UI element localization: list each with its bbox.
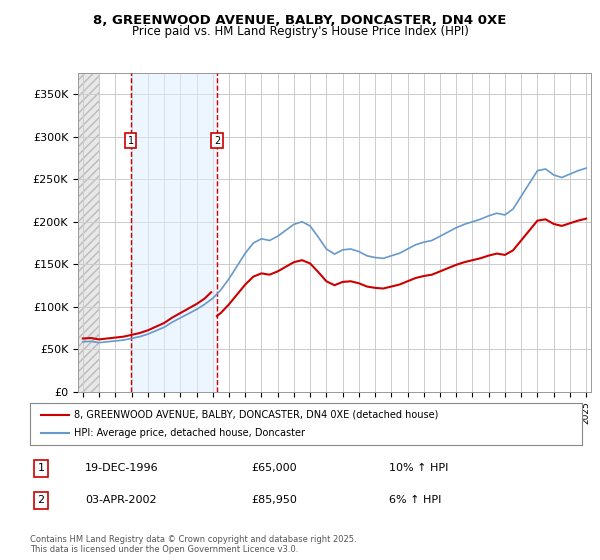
HPI: Average price, detached house, Doncaster: (2e+03, 1.63e+05): Average price, detached house, Doncaster…	[242, 250, 249, 256]
HPI: Average price, detached house, Doncaster: (2e+03, 1.33e+05): Average price, detached house, Doncaster…	[226, 276, 233, 282]
Bar	[75, 73, 99, 392]
Text: £65,000: £65,000	[251, 463, 296, 473]
8, GREENWOOD AVENUE, BALBY, DONCASTER, DN4 0XE (detached house)	[461, 259, 468, 265]
8, GREENWOOD AVENUE, BALBY, DONCASTER, DN4 0XE (detached house)	[558, 222, 565, 229]
Text: 1: 1	[128, 136, 134, 146]
8, GREENWOOD AVENUE, BALBY, DONCASTER, DN4 0XE (detached house)	[214, 312, 221, 319]
8, GREENWOOD AVENUE, BALBY, DONCASTER, DN4 0XE (detached house)	[574, 217, 581, 224]
Text: 2: 2	[214, 136, 220, 146]
8, GREENWOOD AVENUE, BALBY, DONCASTER, DN4 0XE (detached house)	[226, 301, 233, 307]
Text: 8, GREENWOOD AVENUE, BALBY, DONCASTER, DN4 0XE: 8, GREENWOOD AVENUE, BALBY, DONCASTER, D…	[94, 14, 506, 27]
Line: HPI: Average price, detached house, Doncaster: HPI: Average price, detached house, Donc…	[83, 168, 586, 343]
8, GREENWOOD AVENUE, BALBY, DONCASTER, DN4 0XE (detached house)	[518, 237, 525, 244]
8, GREENWOOD AVENUE, BALBY, DONCASTER, DN4 0XE (detached house)	[469, 257, 476, 264]
8, GREENWOOD AVENUE, BALBY, DONCASTER, DN4 0XE (detached house)	[307, 260, 314, 267]
8, GREENWOOD AVENUE, BALBY, DONCASTER, DN4 0XE (detached house)	[380, 285, 387, 292]
8, GREENWOOD AVENUE, BALBY, DONCASTER, DN4 0XE (detached house)	[526, 227, 533, 234]
HPI: Average price, detached house, Doncaster: (2e+03, 5.8e+04): Average price, detached house, Doncaster…	[95, 339, 103, 346]
Text: HPI: Average price, detached house, Doncaster: HPI: Average price, detached house, Donc…	[74, 428, 305, 438]
8, GREENWOOD AVENUE, BALBY, DONCASTER, DN4 0XE (detached house)	[550, 221, 557, 227]
HPI: Average price, detached house, Doncaster: (2.02e+03, 2.63e+05): Average price, detached house, Doncaster…	[583, 165, 590, 171]
8, GREENWOOD AVENUE, BALBY, DONCASTER, DN4 0XE (detached house)	[534, 217, 541, 224]
Text: 8, GREENWOOD AVENUE, BALBY, DONCASTER, DN4 0XE (detached house): 8, GREENWOOD AVENUE, BALBY, DONCASTER, D…	[74, 410, 439, 420]
8, GREENWOOD AVENUE, BALBY, DONCASTER, DN4 0XE (detached house)	[371, 284, 379, 291]
Text: 10% ↑ HPI: 10% ↑ HPI	[389, 463, 448, 473]
Text: 03-APR-2002: 03-APR-2002	[85, 496, 157, 506]
Line: 8, GREENWOOD AVENUE, BALBY, DONCASTER, DN4 0XE (detached house): 8, GREENWOOD AVENUE, BALBY, DONCASTER, D…	[217, 218, 586, 316]
8, GREENWOOD AVENUE, BALBY, DONCASTER, DN4 0XE (detached house)	[477, 255, 484, 262]
8, GREENWOOD AVENUE, BALBY, DONCASTER, DN4 0XE (detached house)	[274, 268, 281, 275]
8, GREENWOOD AVENUE, BALBY, DONCASTER, DN4 0XE (detached house)	[502, 251, 509, 258]
8, GREENWOOD AVENUE, BALBY, DONCASTER, DN4 0XE (detached house)	[404, 278, 411, 284]
8, GREENWOOD AVENUE, BALBY, DONCASTER, DN4 0XE (detached house)	[250, 273, 257, 280]
8, GREENWOOD AVENUE, BALBY, DONCASTER, DN4 0XE (detached house)	[412, 274, 419, 281]
8, GREENWOOD AVENUE, BALBY, DONCASTER, DN4 0XE (detached house)	[290, 259, 298, 265]
8, GREENWOOD AVENUE, BALBY, DONCASTER, DN4 0XE (detached house)	[266, 271, 273, 278]
8, GREENWOOD AVENUE, BALBY, DONCASTER, DN4 0XE (detached house)	[388, 283, 395, 290]
8, GREENWOOD AVENUE, BALBY, DONCASTER, DN4 0XE (detached house)	[436, 268, 443, 275]
HPI: Average price, detached house, Doncaster: (2.02e+03, 1.83e+05): Average price, detached house, Doncaster…	[436, 233, 443, 240]
8, GREENWOOD AVENUE, BALBY, DONCASTER, DN4 0XE (detached house)	[542, 216, 549, 223]
8, GREENWOOD AVENUE, BALBY, DONCASTER, DN4 0XE (detached house)	[452, 262, 460, 268]
8, GREENWOOD AVENUE, BALBY, DONCASTER, DN4 0XE (detached house)	[323, 278, 330, 284]
8, GREENWOOD AVENUE, BALBY, DONCASTER, DN4 0XE (detached house)	[583, 215, 590, 222]
Text: £85,950: £85,950	[251, 496, 296, 506]
8, GREENWOOD AVENUE, BALBY, DONCASTER, DN4 0XE (detached house)	[566, 220, 574, 227]
8, GREENWOOD AVENUE, BALBY, DONCASTER, DN4 0XE (detached house)	[217, 310, 224, 316]
Text: 6% ↑ HPI: 6% ↑ HPI	[389, 496, 441, 506]
8, GREENWOOD AVENUE, BALBY, DONCASTER, DN4 0XE (detached house)	[282, 263, 289, 270]
Text: 2: 2	[37, 496, 44, 506]
HPI: Average price, detached house, Doncaster: (2.01e+03, 1.67e+05): Average price, detached house, Doncaster…	[339, 246, 346, 253]
8, GREENWOOD AVENUE, BALBY, DONCASTER, DN4 0XE (detached house)	[364, 283, 371, 290]
8, GREENWOOD AVENUE, BALBY, DONCASTER, DN4 0XE (detached house)	[347, 278, 355, 284]
HPI: Average price, detached house, Doncaster: (2.01e+03, 1.68e+05): Average price, detached house, Doncaster…	[323, 246, 330, 253]
8, GREENWOOD AVENUE, BALBY, DONCASTER, DN4 0XE (detached house)	[314, 269, 322, 276]
Text: 19-DEC-1996: 19-DEC-1996	[85, 463, 159, 473]
8, GREENWOOD AVENUE, BALBY, DONCASTER, DN4 0XE (detached house)	[233, 291, 241, 298]
8, GREENWOOD AVENUE, BALBY, DONCASTER, DN4 0XE (detached house)	[242, 281, 249, 288]
HPI: Average price, detached house, Doncaster: (1.99e+03, 5.9e+04): Average price, detached house, Doncaster…	[79, 338, 86, 345]
8, GREENWOOD AVENUE, BALBY, DONCASTER, DN4 0XE (detached house)	[445, 265, 452, 272]
8, GREENWOOD AVENUE, BALBY, DONCASTER, DN4 0XE (detached house)	[258, 270, 265, 277]
HPI: Average price, detached house, Doncaster: (2.02e+03, 2.6e+05): Average price, detached house, Doncaster…	[574, 167, 581, 174]
8, GREENWOOD AVENUE, BALBY, DONCASTER, DN4 0XE (detached house)	[298, 257, 305, 264]
Text: 1: 1	[38, 463, 44, 473]
8, GREENWOOD AVENUE, BALBY, DONCASTER, DN4 0XE (detached house)	[355, 280, 362, 287]
8, GREENWOOD AVENUE, BALBY, DONCASTER, DN4 0XE (detached house)	[331, 282, 338, 288]
8, GREENWOOD AVENUE, BALBY, DONCASTER, DN4 0XE (detached house)	[428, 271, 436, 278]
8, GREENWOOD AVENUE, BALBY, DONCASTER, DN4 0XE (detached house)	[420, 273, 427, 279]
8, GREENWOOD AVENUE, BALBY, DONCASTER, DN4 0XE (detached house)	[396, 281, 403, 288]
Text: Price paid vs. HM Land Registry's House Price Index (HPI): Price paid vs. HM Land Registry's House …	[131, 25, 469, 38]
8, GREENWOOD AVENUE, BALBY, DONCASTER, DN4 0XE (detached house)	[509, 247, 517, 254]
8, GREENWOOD AVENUE, BALBY, DONCASTER, DN4 0XE (detached house)	[493, 250, 500, 257]
8, GREENWOOD AVENUE, BALBY, DONCASTER, DN4 0XE (detached house)	[339, 278, 346, 285]
Bar	[131, 73, 217, 392]
Text: Contains HM Land Registry data © Crown copyright and database right 2025.
This d: Contains HM Land Registry data © Crown c…	[30, 535, 356, 554]
8, GREENWOOD AVENUE, BALBY, DONCASTER, DN4 0XE (detached house)	[485, 252, 493, 259]
